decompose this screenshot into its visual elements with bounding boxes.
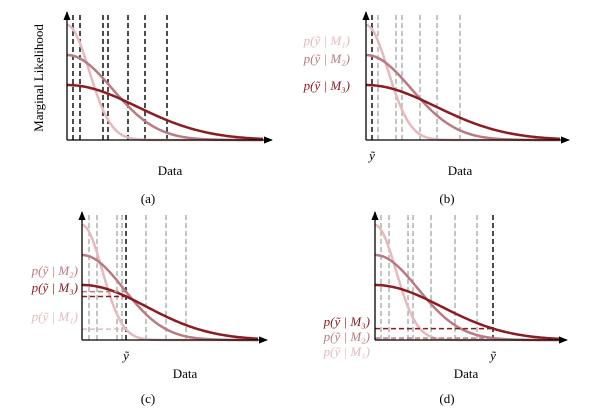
likelihood-curve	[374, 223, 559, 342]
likelihood-label: p(ỹ | M₃)	[303, 78, 350, 93]
y-axis-label: Marginal Likelihood	[31, 24, 46, 132]
likelihood-curve	[365, 53, 560, 142]
likelihood-curve	[365, 23, 560, 142]
x-axis-label: Data	[173, 366, 198, 381]
likelihood-label: p(ỹ | M₁)	[31, 309, 78, 324]
x-axis-label: Data	[448, 163, 473, 178]
data-marker: ỹ	[121, 348, 130, 363]
likelihood-curve	[81, 223, 258, 342]
caption: (c)	[141, 391, 155, 406]
caption: (b)	[439, 191, 454, 206]
likelihood-label: p(ỹ | M₃)	[31, 280, 78, 295]
likelihood-curve	[365, 83, 561, 141]
likelihood-curve	[81, 253, 258, 342]
data-marker: ỹ	[488, 348, 497, 363]
likelihood-label: p(ỹ | M₁)	[323, 344, 370, 359]
likelihood-curve	[66, 83, 264, 141]
caption: (d)	[439, 391, 454, 406]
x-axis-label: Data	[454, 366, 479, 381]
likelihood-label: p(ỹ | M₂)	[323, 329, 370, 344]
data-marker: ỹ	[367, 148, 376, 163]
caption: (a)	[141, 191, 155, 206]
likelihood-curve	[81, 283, 259, 340]
x-axis-label: Data	[158, 163, 183, 178]
likelihood-label: p(ỹ | M₃)	[323, 314, 370, 329]
likelihood-curve	[374, 283, 560, 341]
likelihood-curve	[374, 253, 559, 342]
likelihood-label: p(ỹ | M₁)	[303, 33, 350, 48]
likelihood-label: p(ỹ | M₂)	[303, 51, 350, 66]
likelihood-curve	[66, 23, 263, 142]
likelihood-label: p(ỹ | M₂)	[31, 263, 78, 278]
likelihood-curve	[66, 53, 263, 142]
